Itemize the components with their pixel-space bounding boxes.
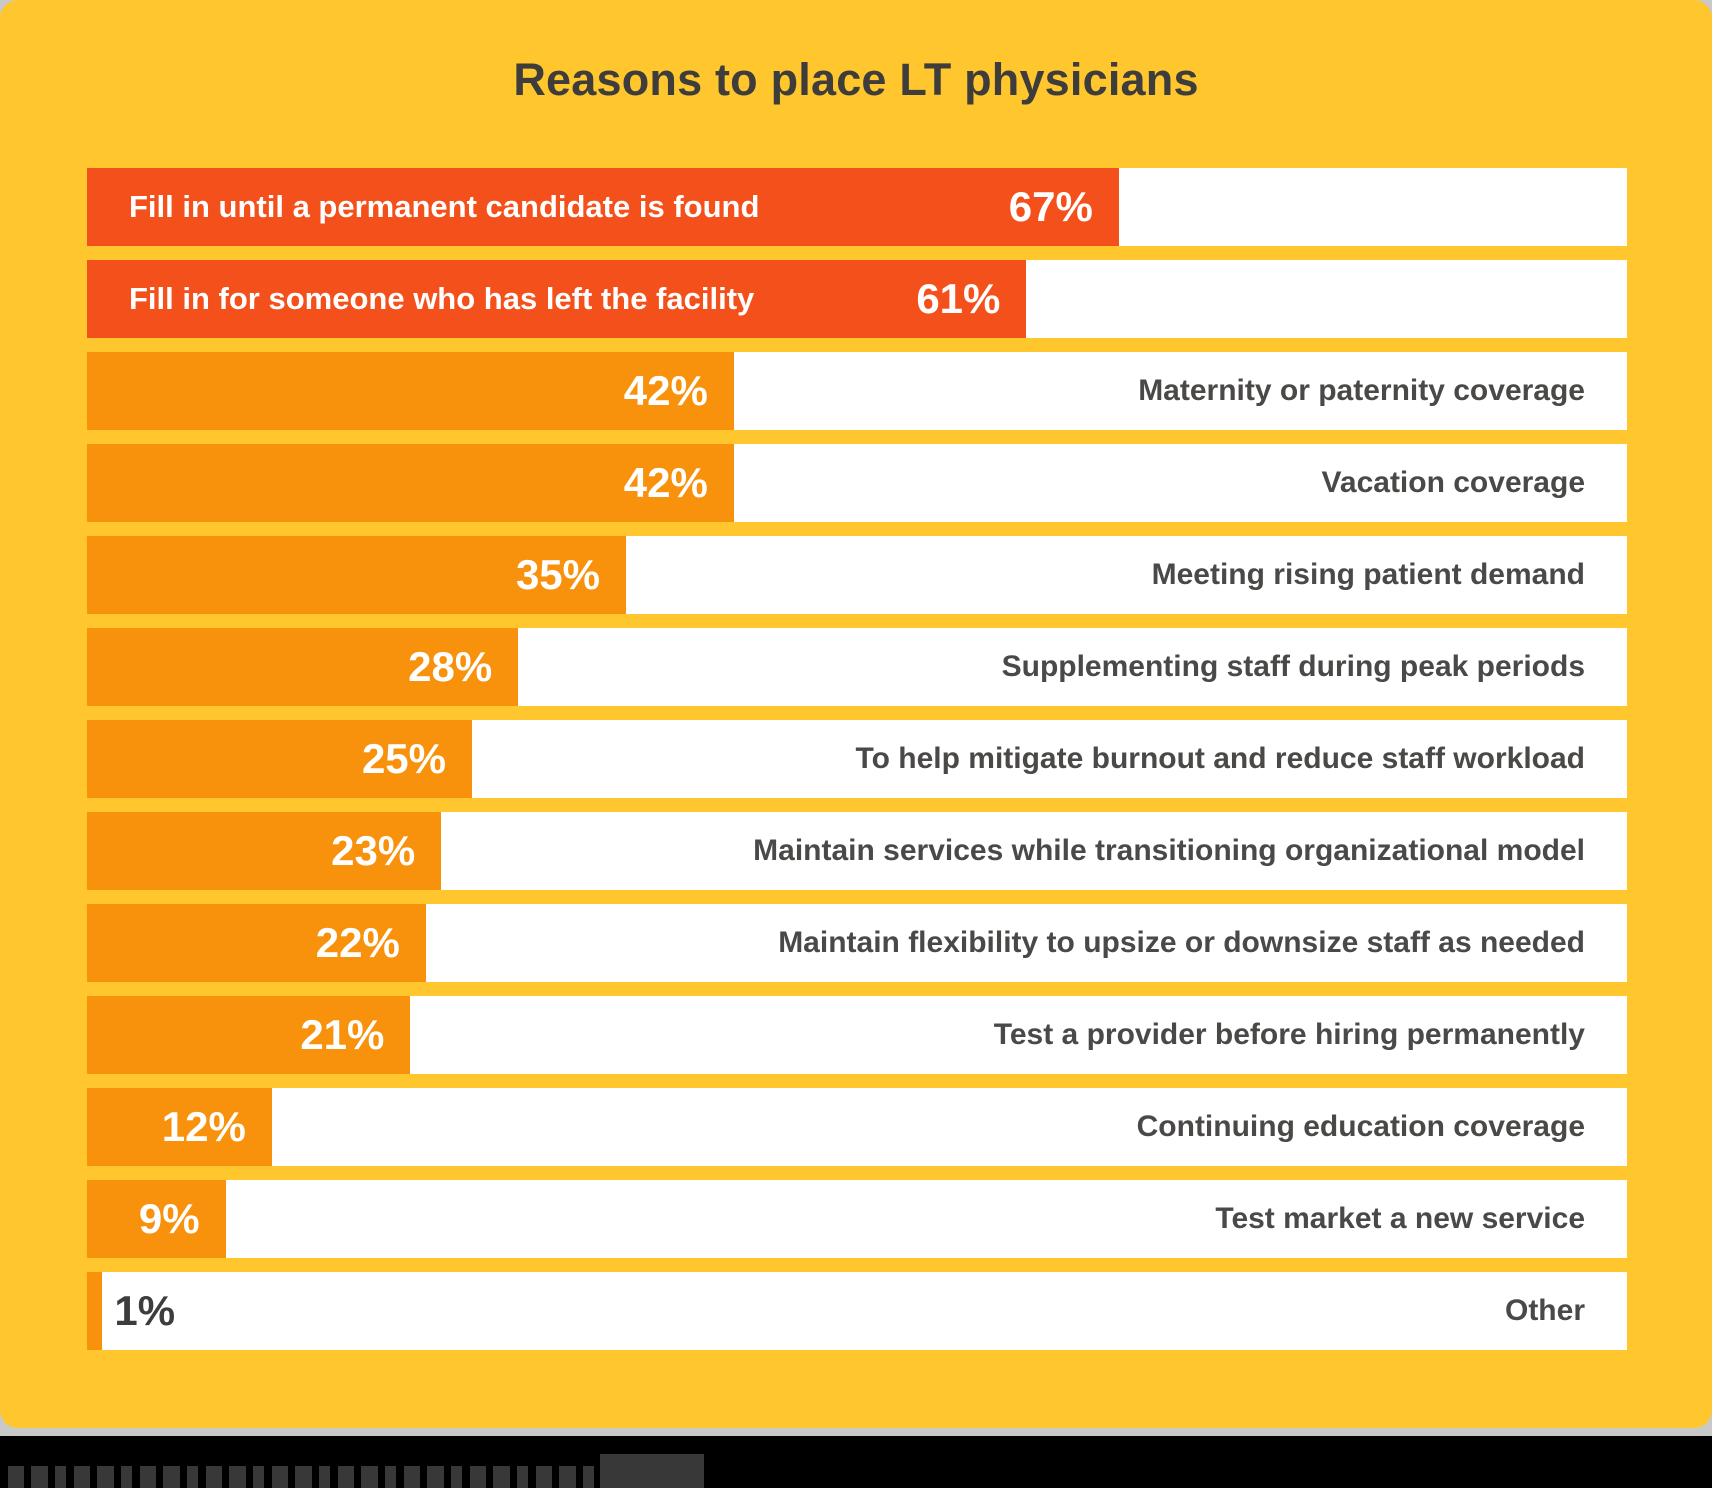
bar-fill: 9%	[87, 1180, 226, 1258]
bar-row: Fill in for someone who has left the fac…	[87, 260, 1627, 338]
bar-label: Test a provider before hiring permanentl…	[993, 1018, 1585, 1051]
bar-label: Fill in for someone who has left the fac…	[129, 281, 755, 316]
infographic-card: Reasons to place LT physicians Fill in u…	[0, 0, 1712, 1428]
bar-value: 9%	[138, 1195, 200, 1242]
bar-row: 35% Meeting rising patient demand	[87, 536, 1627, 614]
bar-label-area	[1119, 168, 1627, 246]
bar-label-area: Vacation coverage	[734, 444, 1627, 522]
bar-value: 42%	[623, 459, 708, 506]
bar-row: 1% Other	[87, 1272, 1627, 1350]
bar-row: 28% Supplementing staff during peak peri…	[87, 628, 1627, 706]
bar-fill: 35%	[87, 536, 626, 614]
cropped-caption	[8, 1454, 704, 1488]
bar-label-area: Maternity or paternity coverage	[734, 352, 1627, 430]
chart-title: Reasons to place LT physicians	[513, 54, 1199, 105]
bar-label: Maternity or paternity coverage	[1138, 374, 1585, 407]
bar-value: 23%	[331, 827, 416, 874]
bar-fill: 22%	[87, 904, 426, 982]
bar-label: Continuing education coverage	[1136, 1110, 1585, 1143]
bar-label-area: To help mitigate burnout and reduce staf…	[472, 720, 1627, 798]
bar-row: 9% Test market a new service	[87, 1180, 1627, 1258]
bar-fill: 28%	[87, 628, 519, 706]
bar-fill: 25%	[87, 720, 472, 798]
bar-value: 22%	[315, 919, 400, 966]
bar-label: Fill in until a permanent candidate is f…	[129, 189, 760, 224]
bar-value: 42%	[623, 367, 708, 414]
bar-row: 25% To help mitigate burnout and reduce …	[87, 720, 1627, 798]
bar-fill: 23%	[87, 812, 442, 890]
bar-label-area: Maintain services while transitioning or…	[441, 812, 1627, 890]
bar-fill: 21%	[87, 996, 411, 1074]
bar-value: 35%	[515, 551, 600, 598]
bar-label: Supplementing staff during peak periods	[1001, 650, 1585, 683]
bar-label: Meeting rising patient demand	[1151, 558, 1585, 591]
bar-label: Maintain flexibility to upsize or downsi…	[778, 926, 1585, 959]
bar-value: 12%	[161, 1103, 246, 1150]
bar-row: 22% Maintain flexibility to upsize or do…	[87, 904, 1627, 982]
bar-label-area: Maintain flexibility to upsize or downsi…	[426, 904, 1627, 982]
bar-label-area: Continuing education coverage	[272, 1088, 1627, 1166]
bar-fill: Fill in for someone who has left the fac…	[87, 260, 1027, 338]
bar-label: Maintain services while transitioning or…	[753, 834, 1585, 867]
bar-label: To help mitigate burnout and reduce staf…	[855, 742, 1586, 775]
bar-label-area: Supplementing staff during peak periods	[518, 628, 1627, 706]
bar-label: Vacation coverage	[1321, 466, 1585, 499]
bar-value: 67%	[1008, 183, 1093, 230]
bar-value: 1%	[114, 1287, 176, 1334]
bar-label-area: 1% Other	[102, 1272, 1627, 1350]
bar-row: 12% Continuing education coverage	[87, 1088, 1627, 1166]
bar-label: Other	[1504, 1294, 1585, 1327]
bar-fill	[87, 1272, 103, 1350]
bar-fill: 42%	[87, 444, 734, 522]
bar-chart: Fill in until a permanent candidate is f…	[87, 168, 1627, 1350]
bar-label-area: Test a provider before hiring permanentl…	[410, 996, 1627, 1074]
bar-label-area: Meeting rising patient demand	[626, 536, 1627, 614]
footer-bar	[0, 1436, 1712, 1488]
bar-value: 21%	[300, 1011, 385, 1058]
bar-label-area: Test market a new service	[226, 1180, 1627, 1258]
bar-row: 23% Maintain services while transitionin…	[87, 812, 1627, 890]
bar-label-area	[1026, 260, 1627, 338]
bar-value: 25%	[361, 735, 446, 782]
bar-fill: 42%	[87, 352, 734, 430]
bar-row: Fill in until a permanent candidate is f…	[87, 168, 1627, 246]
bar-row: 21% Test a provider before hiring perman…	[87, 996, 1627, 1074]
bar-row: 42% Maternity or paternity coverage	[87, 352, 1627, 430]
bar-fill: 12%	[87, 1088, 272, 1166]
bar-row: 42% Vacation coverage	[87, 444, 1627, 522]
bar-fill: Fill in until a permanent candidate is f…	[87, 168, 1119, 246]
bar-value: 28%	[408, 643, 493, 690]
bar-value: 61%	[916, 275, 1001, 322]
bar-label: Test market a new service	[1215, 1202, 1585, 1235]
